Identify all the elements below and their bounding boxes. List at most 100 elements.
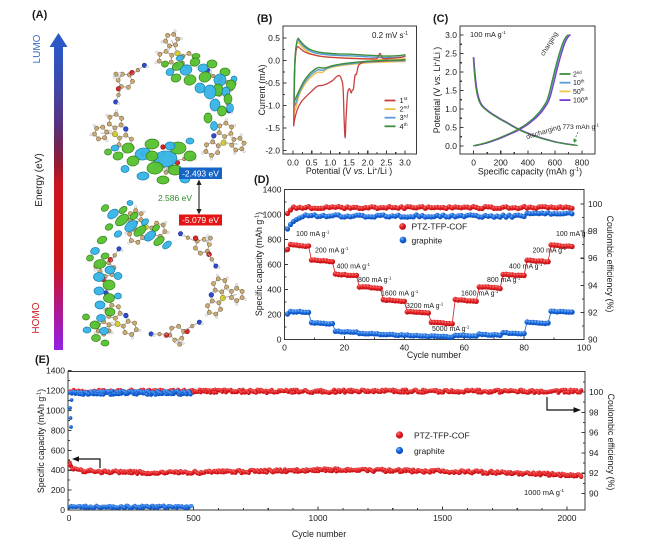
svg-text:1000: 1000 (309, 513, 328, 523)
svg-text:2000: 2000 (558, 513, 577, 523)
svg-text:Potential (V vs. Li+/Li ): Potential (V vs. Li+/Li ) (432, 47, 442, 133)
svg-text:1000: 1000 (46, 406, 65, 416)
svg-text:Potential (V vs. Li+/Li ): Potential (V vs. Li+/Li ) (306, 166, 392, 176)
svg-text:HOMO: HOMO (31, 302, 42, 333)
svg-text:0.0: 0.0 (268, 56, 280, 66)
svg-text:Coulombic efficiency (%): Coulombic efficiency (%) (605, 216, 615, 313)
svg-text:200: 200 (267, 310, 281, 320)
svg-text:0.5: 0.5 (306, 158, 318, 168)
svg-text:200 mA g-1: 200 mA g-1 (533, 246, 567, 255)
svg-text:100 mA g-1: 100 mA g-1 (470, 30, 506, 39)
svg-text:Specific capacity (mAh g-1): Specific capacity (mAh g-1) (478, 167, 582, 177)
svg-text:10th: 10th (573, 79, 585, 88)
svg-text:800: 800 (51, 425, 65, 435)
svg-text:1st: 1st (400, 96, 409, 105)
svg-text:3.0: 3.0 (445, 30, 457, 40)
svg-text:3200 mA g-1: 3200 mA g-1 (406, 301, 444, 310)
svg-text:2.5: 2.5 (380, 158, 392, 168)
svg-text:100: 100 (588, 199, 602, 209)
svg-text:0.5: 0.5 (268, 33, 280, 43)
svg-text:2nd: 2nd (400, 105, 410, 114)
svg-text:94: 94 (588, 280, 598, 290)
svg-text:400 mA g-1: 400 mA g-1 (337, 262, 371, 271)
svg-text:0: 0 (60, 505, 65, 515)
svg-text:2.0: 2.0 (362, 158, 374, 168)
svg-text:(C): (C) (433, 13, 449, 25)
svg-text:2.5: 2.5 (445, 48, 457, 58)
svg-text:(B): (B) (257, 13, 273, 25)
svg-text:1200: 1200 (46, 386, 65, 396)
svg-text:LUMO: LUMO (32, 34, 43, 63)
svg-text:400: 400 (51, 465, 65, 475)
svg-text:100: 100 (577, 343, 591, 353)
svg-text:800: 800 (575, 158, 589, 168)
svg-text:92: 92 (588, 307, 598, 317)
svg-text:400: 400 (521, 158, 535, 168)
svg-text:400 mA g-1: 400 mA g-1 (509, 262, 543, 271)
svg-text:-5.079 eV: -5.079 eV (182, 215, 219, 225)
svg-text:600: 600 (548, 158, 562, 168)
svg-text:96: 96 (588, 253, 598, 263)
svg-text:3.0: 3.0 (399, 158, 411, 168)
svg-text:60: 60 (459, 343, 469, 353)
svg-text:1600 mA g-1: 1600 mA g-1 (461, 289, 499, 298)
svg-text:98: 98 (589, 407, 599, 417)
svg-text:0: 0 (471, 158, 476, 168)
svg-text:(A): (A) (32, 9, 48, 21)
svg-text:1.0: 1.0 (445, 104, 457, 114)
svg-text:773 mAh g-1: 773 mAh g-1 (562, 122, 599, 131)
svg-text:3rd: 3rd (400, 113, 409, 122)
svg-text:Cycle number: Cycle number (292, 529, 346, 539)
svg-text:600: 600 (51, 445, 65, 455)
svg-text:1.5: 1.5 (343, 158, 355, 168)
svg-text:1000 mA g-1: 1000 mA g-1 (524, 488, 564, 497)
svg-text:-2.0: -2.0 (265, 146, 280, 156)
svg-text:-2.493 eV: -2.493 eV (182, 169, 219, 179)
svg-text:2.586 eV: 2.586 eV (158, 193, 192, 203)
svg-text:Energy (eV): Energy (eV) (34, 153, 45, 206)
svg-text:(E): (E) (35, 354, 50, 366)
svg-text:500: 500 (186, 513, 200, 523)
svg-text:100: 100 (589, 387, 603, 397)
svg-text:-1.0: -1.0 (265, 101, 280, 111)
svg-text:1600 mA g-1: 1600 mA g-1 (381, 289, 419, 298)
svg-text:0: 0 (277, 335, 282, 345)
svg-text:800 mA g-1: 800 mA g-1 (487, 275, 521, 284)
svg-text:PTZ-TFP-COF: PTZ-TFP-COF (414, 431, 470, 441)
svg-text:4th: 4th (400, 122, 408, 131)
svg-text:graphite: graphite (412, 236, 443, 246)
svg-text:1.5: 1.5 (445, 85, 457, 95)
svg-text:200 mA g-1: 200 mA g-1 (315, 246, 349, 255)
svg-text:94: 94 (589, 448, 599, 458)
svg-text:90: 90 (588, 335, 598, 345)
svg-text:20: 20 (340, 343, 350, 353)
svg-text:600: 600 (267, 260, 281, 270)
svg-text:92: 92 (589, 468, 599, 478)
svg-text:2.0: 2.0 (445, 67, 457, 77)
svg-text:2nd: 2nd (573, 70, 582, 79)
svg-text:98: 98 (588, 226, 598, 236)
svg-text:200: 200 (51, 485, 65, 495)
svg-text:-1.5: -1.5 (265, 123, 280, 133)
svg-text:(D): (D) (254, 174, 270, 186)
svg-text:Cycle number: Cycle number (407, 350, 461, 360)
svg-text:80: 80 (519, 343, 529, 353)
svg-text:100 mA g-1: 100 mA g-1 (556, 229, 590, 238)
svg-text:40: 40 (400, 343, 410, 353)
svg-text:graphite: graphite (414, 446, 445, 456)
svg-text:0.0: 0.0 (445, 141, 457, 151)
svg-text:Specific capacity (mAh g-1): Specific capacity (mAh g-1) (36, 389, 46, 493)
svg-text:400: 400 (267, 285, 281, 295)
svg-text:0.2 mV s-1: 0.2 mV s-1 (372, 31, 408, 40)
svg-text:200: 200 (494, 158, 508, 168)
svg-text:96: 96 (589, 428, 599, 438)
svg-text:50th: 50th (573, 87, 585, 96)
svg-text:800: 800 (267, 235, 281, 245)
svg-text:1400: 1400 (263, 185, 282, 195)
svg-text:0: 0 (282, 343, 287, 353)
svg-text:0: 0 (67, 513, 72, 523)
svg-text:1000: 1000 (263, 210, 282, 220)
svg-text:Specific capacity (mAh g-1): Specific capacity (mAh g-1) (254, 212, 264, 316)
svg-text:PTZ-TFP-COF: PTZ-TFP-COF (412, 222, 468, 232)
svg-text:100th: 100th (573, 96, 589, 105)
